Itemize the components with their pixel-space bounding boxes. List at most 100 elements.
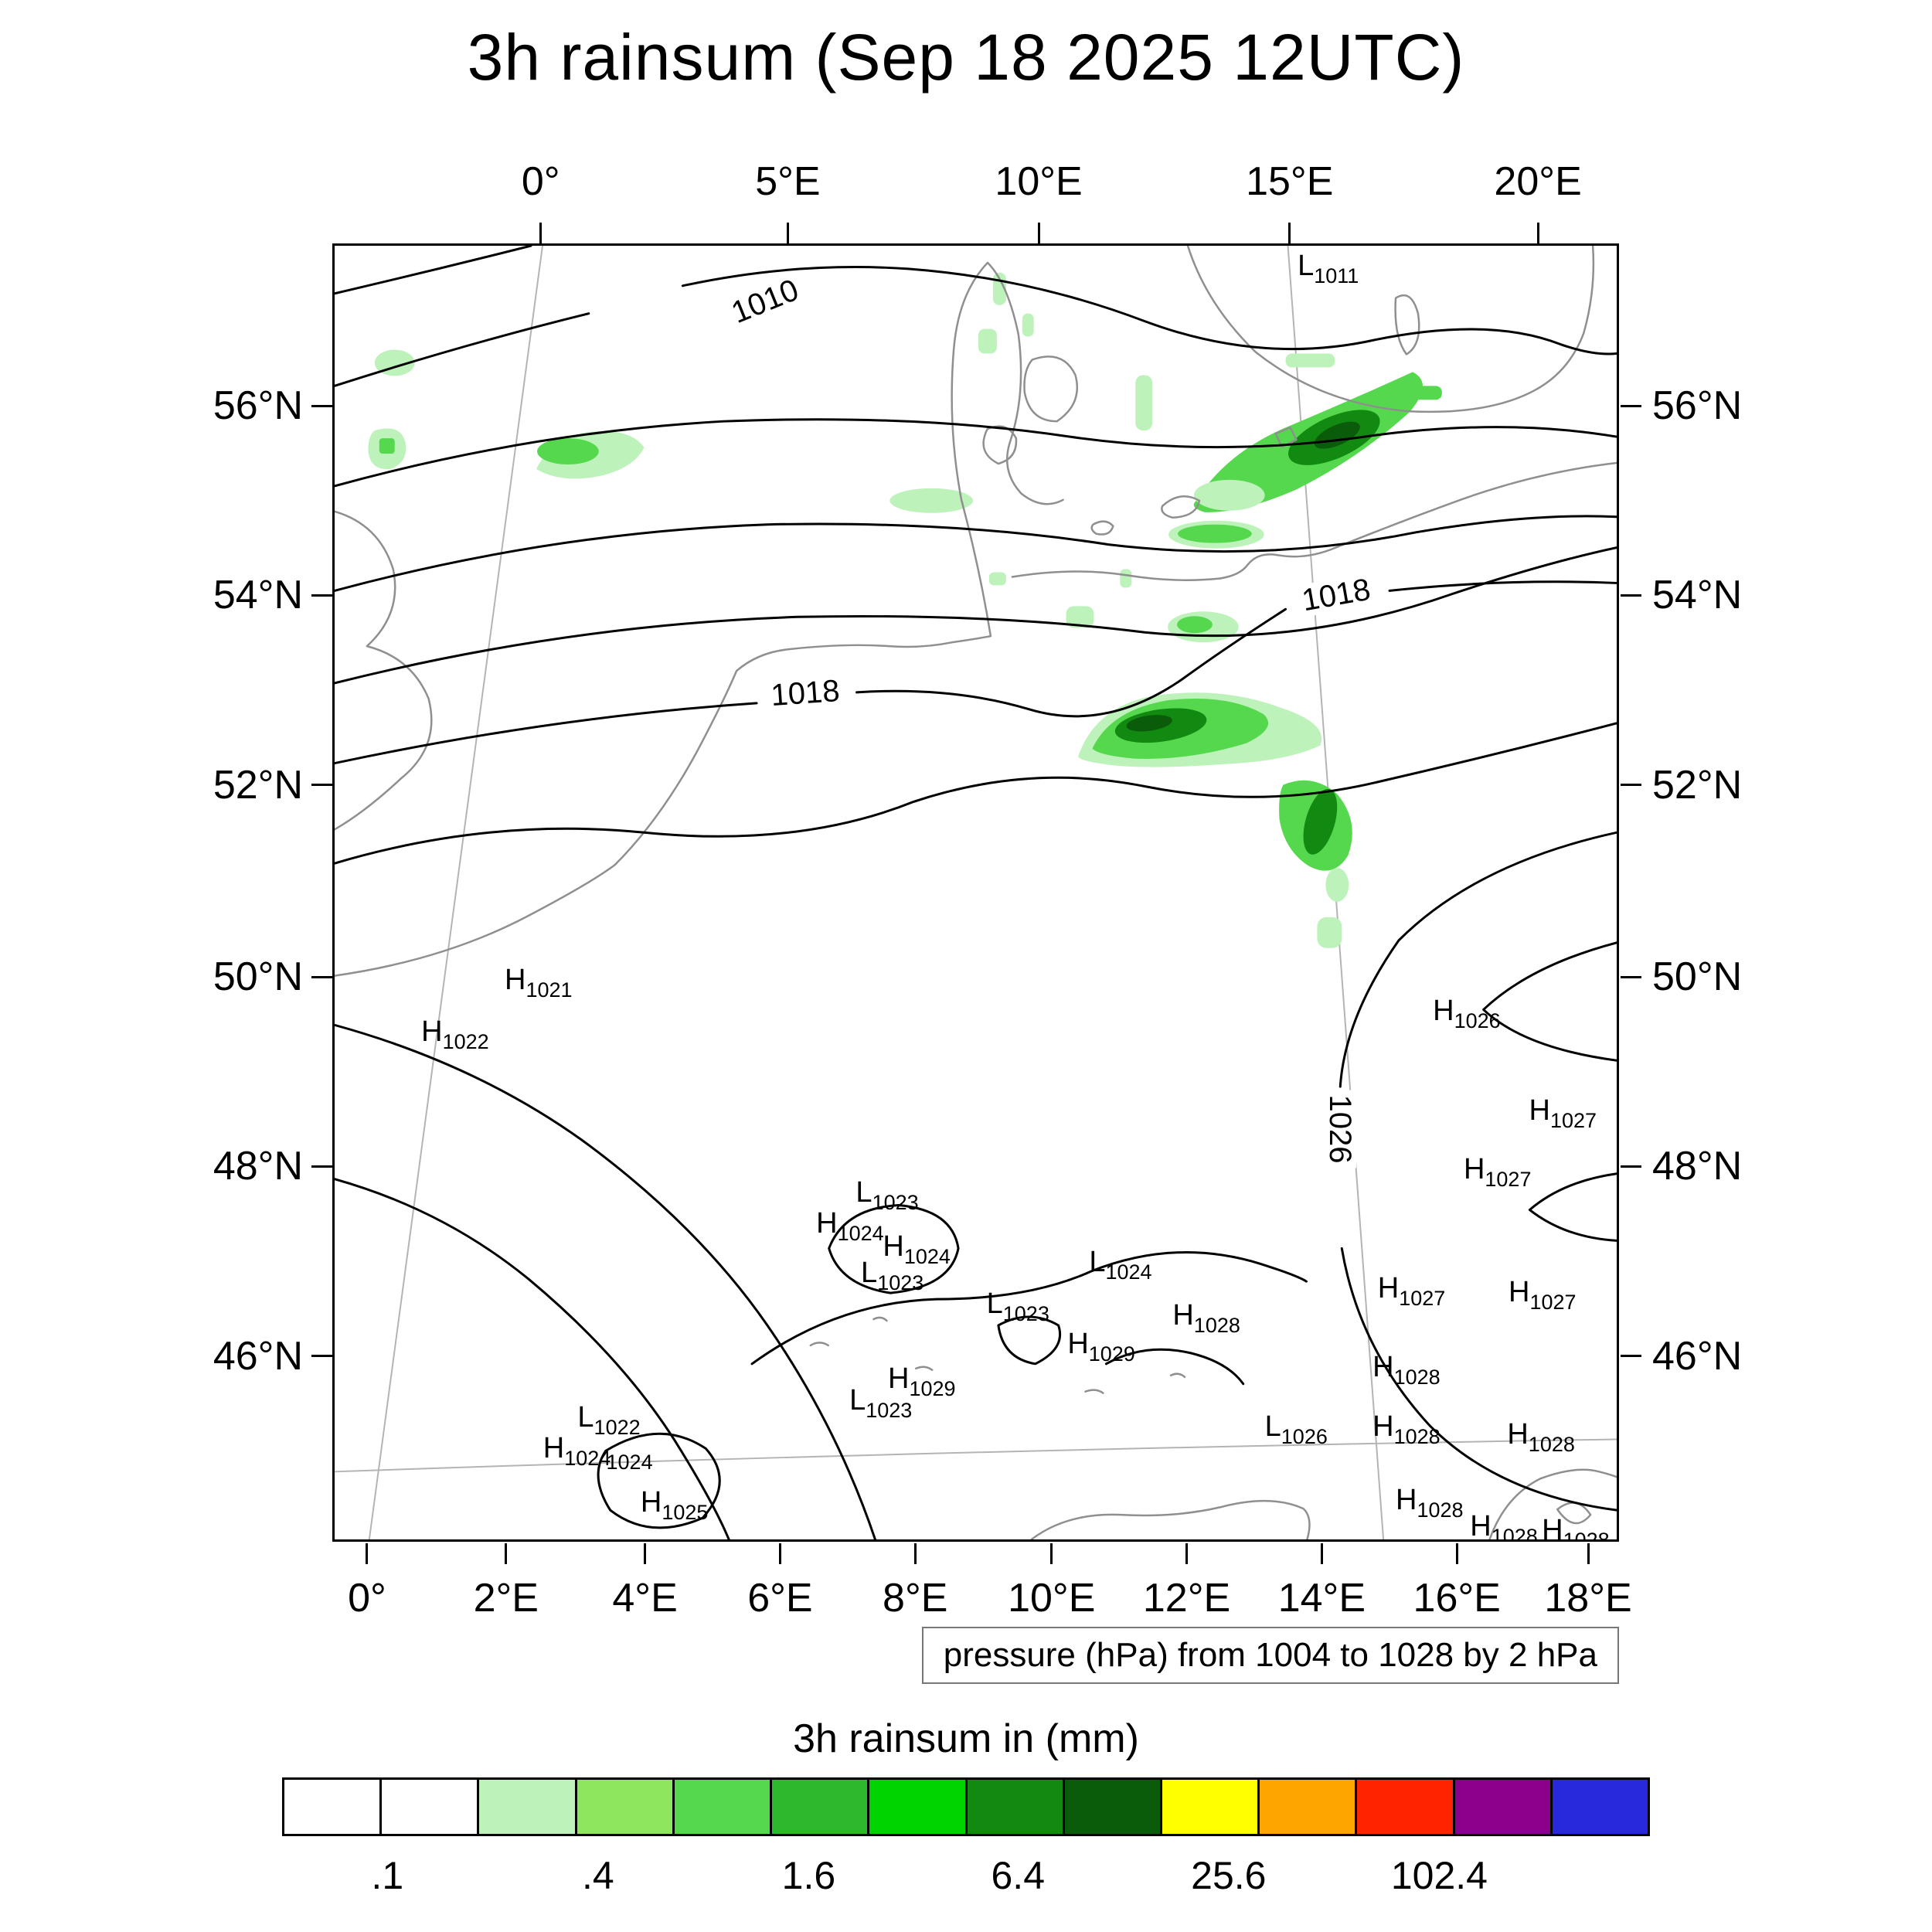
isobar-1018 [335,702,758,765]
isobar-1022 [335,1023,876,1539]
pressure-center-letter: L [861,1256,878,1289]
isobar-ridge [1528,1172,1617,1242]
colorbar-title: 3h rainsum in (mm) [793,1716,1139,1761]
rain-patch [1135,375,1153,431]
colorbar-cell [1552,1780,1648,1834]
coastline-istria [1556,1502,1592,1525]
coastline-islands [1090,520,1114,536]
pressure-center-letter: H [1067,1327,1089,1360]
isobar-1018 [1388,580,1617,592]
pressure-center-value: 1023 [872,1190,919,1214]
pressure-center-letter: H [1529,1094,1550,1128]
axis-label-top: 15°E [1246,159,1334,204]
axis-label-left: 52°N [213,762,303,808]
coastline-sweden [1186,246,1595,413]
pressure-center: H1026 [1433,996,1501,1032]
pressure-center-letter: H [1433,995,1454,1028]
colorbar-tick-label: 1.6 [781,1854,836,1897]
colorbar-cell [869,1780,968,1834]
axis-label-top: 10°E [995,159,1083,204]
colorbar-cell [1064,1780,1162,1834]
coastline-england [335,510,433,831]
axis-tick-left [311,975,332,978]
axis-tick-top [786,223,789,243]
axis-label-bottom: 18°E [1544,1576,1632,1621]
pressure-center-letter: H [1542,1513,1563,1542]
pressure-center-value: 1022 [594,1415,641,1439]
isobar-arc [1104,1348,1245,1386]
pressure-center: H1029 [1067,1329,1135,1365]
contour-label: 1026 [1323,1090,1357,1168]
axis-tick-bottom [644,1543,647,1564]
axis-label-bottom: 14°E [1277,1576,1366,1621]
pressure-center-value: 1027 [1529,1290,1577,1314]
coastline-po [1030,1499,1311,1539]
pressure-center-value: 1028 [1563,1528,1610,1542]
rain-patch [1126,715,1172,732]
pressure-center-value: 1028 [1491,1524,1538,1542]
pressure-center-letter: L [1089,1246,1106,1279]
colorbar-tick-label: 6.4 [991,1854,1046,1897]
axis-tick-top [539,223,543,243]
pressure-center-value: 1026 [1281,1424,1328,1448]
coastline-zealand [1023,355,1079,423]
colorbar-cell [577,1780,675,1834]
pressure-center-letter: H [1470,1509,1492,1542]
pressure-center: H1027 [1509,1277,1577,1313]
rain-patch [978,328,997,354]
axis-label-left: 46°N [213,1333,303,1379]
isobar-ridge [1482,941,1617,1062]
pressure-center-letter: H [421,1015,443,1049]
axis-label-top: 0° [521,159,560,204]
axis-tick-bottom [1050,1543,1053,1564]
isobar-1010 [335,312,590,387]
axis-label-right: 48°N [1652,1144,1743,1189]
pressure-center-letter: H [640,1486,662,1519]
isobar-1020 [335,722,1617,865]
pressure-center-letter: H [505,964,526,997]
rain-patch [1410,386,1442,400]
axis-label-right: 54°N [1652,573,1743,618]
isobar-1024 [335,1178,730,1539]
pressure-center-value: 1021 [526,978,573,1002]
rain-patch [379,438,395,454]
isobar-1010 [681,266,1617,355]
isobar [335,246,532,295]
pressure-center-value: 1027 [1399,1286,1446,1310]
colorbar-cell [772,1780,870,1834]
colorbar-tick-label: .4 [582,1854,614,1897]
isobar-1026 [1338,831,1617,1088]
pressure-center-value: 1029 [909,1376,956,1400]
isobar-1026 [1340,1247,1617,1512]
pressure-center: L1023 [987,1289,1049,1325]
pressure-center-letter: H [816,1206,838,1240]
axis-tick-right [1621,975,1641,978]
isobar-closed [597,1432,721,1529]
pressure-center-value: 1028 [1528,1432,1575,1456]
pressure-center: H1028 [1372,1412,1440,1447]
pressure-center: H1024 [816,1209,884,1244]
pressure-center-letter: L [1264,1410,1281,1443]
pressure-center-value: 1023 [877,1270,924,1294]
axis-tick-bottom [1185,1543,1189,1564]
axis-tick-bottom [1320,1543,1323,1564]
axis-label-left: 50°N [213,954,303,1000]
pressure-center-value: 1029 [1088,1342,1135,1366]
pressure-center-letter: H [1396,1484,1417,1517]
pressure-center-value: 1024 [1105,1260,1152,1284]
pressure-center-value: 1011 [1314,264,1359,288]
colorbar-cell [479,1780,577,1834]
pressure-center: H1024 [543,1434,611,1469]
colorbar-cell [1454,1780,1553,1834]
pressure-center-letter: L [855,1175,872,1209]
pressure-center: H1022 [421,1017,489,1053]
rain-patch [1325,868,1349,902]
axis-label-bottom: 2°E [473,1576,539,1621]
alpine-lakes [809,1316,1186,1394]
isobar-1018 [855,607,1287,718]
pressure-center-value: 1027 [1485,1167,1532,1191]
axis-label-bottom: 16°E [1413,1576,1501,1621]
isobar-layer [335,246,1617,1539]
coastline-baltic [1011,461,1617,581]
axis-tick-bottom [366,1543,369,1564]
